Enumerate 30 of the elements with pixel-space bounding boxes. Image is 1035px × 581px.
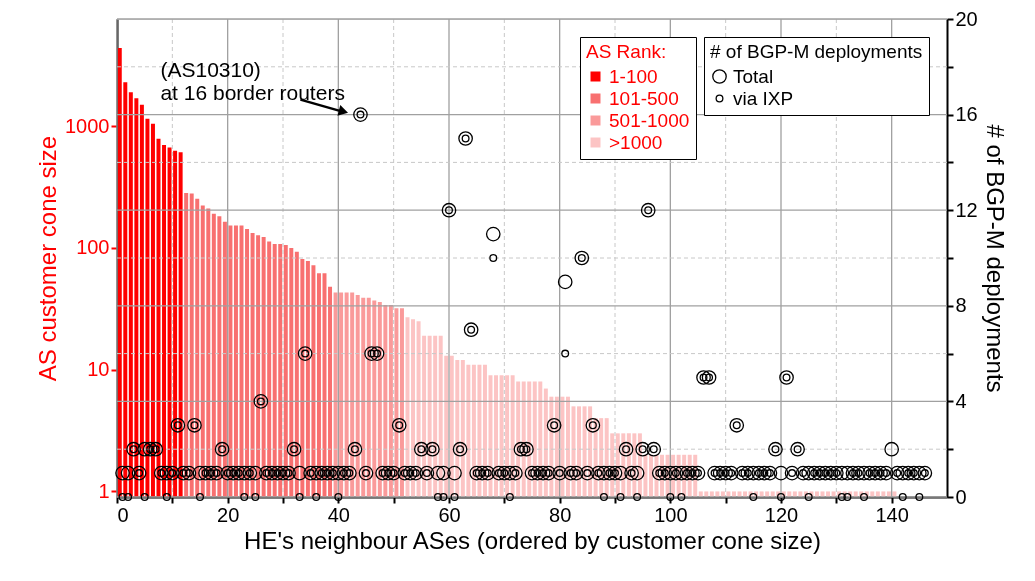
annotation: (AS10310) at 16 border routers [160, 57, 345, 104]
y-tick-label: 100 [76, 236, 110, 259]
y2-tick-label: 0 [955, 485, 967, 508]
x-tick-label: 80 [549, 503, 572, 526]
y2-tick-label: 12 [955, 198, 978, 221]
legend-label: 1-100 [609, 65, 658, 87]
legend-label: via IXP [733, 87, 794, 109]
x-tick-label: 140 [875, 503, 909, 526]
x-tick-label: 20 [217, 503, 240, 526]
y-tick-label: 10 [87, 358, 110, 381]
text: AS Rank: [586, 41, 667, 62]
y2-tick-label: 8 [955, 294, 967, 317]
x-tick-label: 0 [117, 503, 129, 526]
x-tick-label: 60 [438, 503, 461, 526]
legend-label: 101-500 [609, 87, 679, 109]
y-tick-label: 1000 [65, 114, 110, 137]
y-axis-title: AS customer cone size [34, 135, 62, 382]
x-tick-label: 40 [327, 503, 350, 526]
text: # of BGP-M deployments [710, 41, 923, 62]
legend-label: >1000 [609, 131, 663, 153]
x-tick-label: 100 [654, 503, 688, 526]
x-axis-title: HE's neighbour ASes (ordered by customer cone size) [244, 526, 821, 554]
y2-tick-label: 4 [955, 389, 967, 412]
y2-tick-label: 20 [955, 7, 978, 30]
x-tick-label: 120 [764, 503, 799, 526]
y2-tick-label: 16 [955, 103, 978, 126]
y2-axis-title: # of BGP-M deployments [981, 124, 1009, 393]
legend-label: 501-1000 [609, 109, 690, 131]
legend-label: Total [733, 65, 774, 87]
y-tick-label: 1 [98, 479, 110, 502]
